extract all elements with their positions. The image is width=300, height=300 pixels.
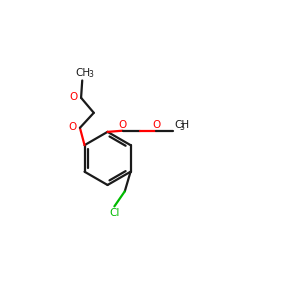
- Text: Cl: Cl: [109, 208, 120, 218]
- Text: CH: CH: [174, 120, 189, 130]
- Text: O: O: [118, 120, 127, 130]
- Text: CH: CH: [75, 68, 91, 78]
- Text: 3: 3: [180, 123, 185, 132]
- Text: O: O: [69, 122, 77, 132]
- Text: 3: 3: [89, 70, 94, 79]
- Text: O: O: [70, 92, 78, 102]
- Text: O: O: [152, 120, 160, 130]
